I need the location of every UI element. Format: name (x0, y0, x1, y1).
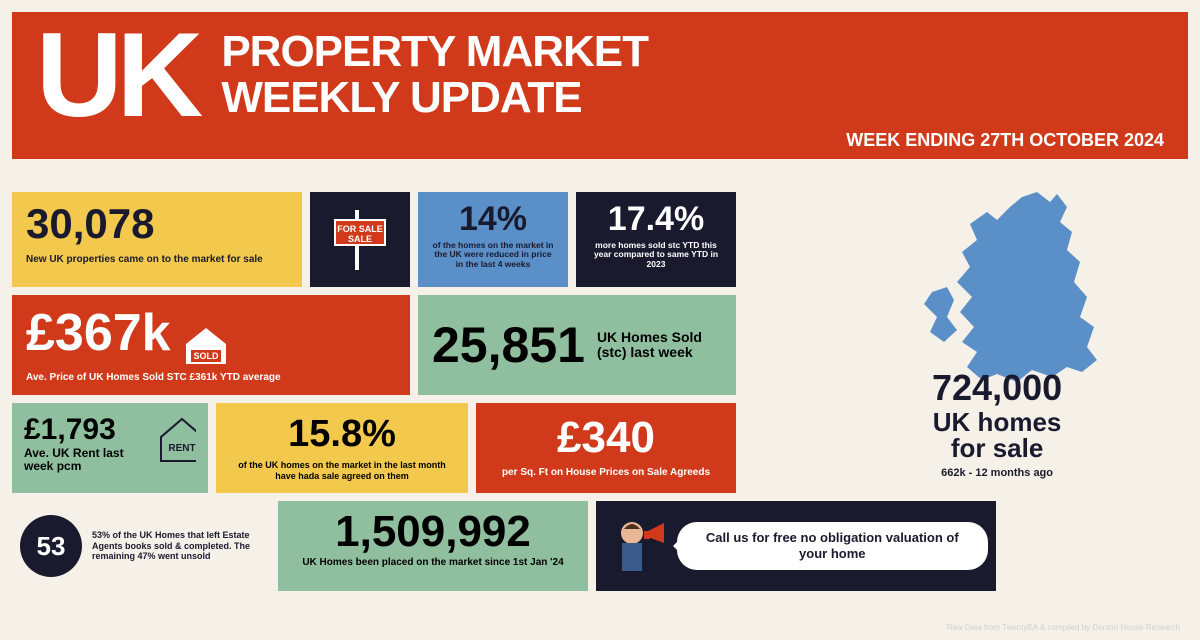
sold-stc-value: 25,851 (432, 316, 585, 374)
card-sold-stc: 25,851 UK Homes Sold (stc) last week (418, 295, 736, 395)
card-avg-rent: £1,793 Ave. UK Rent last week pcm RENT (12, 403, 208, 493)
avg-price-value: £367k (26, 303, 171, 363)
map-line2: for sale (932, 435, 1062, 461)
circle-53: 53 (20, 515, 82, 577)
more-sold-label: more homes sold stc YTD this year compar… (590, 241, 722, 269)
map-line1: UK homes (932, 409, 1062, 435)
svg-text:SOLD: SOLD (194, 351, 220, 361)
uk-logo: UK (36, 24, 197, 126)
sold-stc-label: UK Homes Sold (stc) last week (597, 330, 722, 361)
rent-label: Ave. UK Rent last week pcm (24, 447, 147, 473)
rent-value: £1,793 (24, 413, 147, 447)
reduced-label: of the homes on the market in the UK wer… (432, 241, 554, 269)
per-sqft-label: per Sq. Ft on House Prices on Sale Agree… (488, 467, 724, 478)
map-column: 724,000 UK homes for sale 662k - 12 mont… (752, 192, 1192, 492)
house-rent-icon: RENT (155, 413, 196, 467)
card-per-sqft: £340 per Sq. Ft on House Prices on Sale … (476, 403, 736, 493)
card-avg-price: £367k SOLD Ave. Price of UK Homes Sold S… (12, 295, 410, 395)
card-reduced-price: 14% of the homes on the market in the UK… (418, 192, 568, 287)
total-placed-value: 1,509,992 (290, 507, 576, 557)
total-placed-label: UK Homes been placed on the market since… (290, 557, 576, 568)
card-new-properties: 30,078 New UK properties came on to the … (12, 192, 302, 287)
title-line-2: WEEKLY UPDATE (221, 75, 648, 121)
per-sqft-value: £340 (488, 413, 724, 463)
svg-text:SALE: SALE (348, 234, 372, 244)
more-sold-value: 17.4% (590, 200, 722, 239)
sale-agreed-label: of the UK homes on the market in the las… (228, 460, 456, 482)
card-sale-agreed-pct: 15.8% of the UK homes on the market in t… (216, 403, 468, 493)
card-53pct: 53 53% of the UK Homes that left Estate … (12, 501, 270, 591)
card-call-us: Call us for free no obligation valuation… (596, 501, 996, 591)
sale-agreed-value: 15.8% (228, 413, 456, 456)
card-more-sold-ytd: 17.4% more homes sold stc YTD this year … (576, 192, 736, 287)
week-ending: WEEK ENDING 27TH OCTOBER 2024 (36, 130, 1164, 151)
card-total-placed: 1,509,992 UK Homes been placed on the ma… (278, 501, 588, 591)
house-sold-icon: SOLD (181, 324, 231, 368)
new-props-label: New UK properties came on to the market … (26, 254, 288, 265)
avg-price-label: Ave. Price of UK Homes Sold STC £361k YT… (26, 372, 396, 383)
header-banner: UK PROPERTY MARKET WEEKLY UPDATE WEEK EN… (12, 12, 1188, 159)
speech-bubble: Call us for free no obligation valuation… (677, 522, 988, 569)
card-for-sale-sign: FOR SALE SALE (310, 192, 410, 287)
map-compare: 662k - 12 months ago (932, 467, 1062, 479)
title-line-1: PROPERTY MARKET (221, 29, 648, 75)
reduced-value: 14% (432, 200, 554, 239)
for-sale-icon: FOR SALE SALE (325, 205, 395, 275)
pct53-label: 53% of the UK Homes that left Estate Age… (92, 530, 262, 562)
svg-text:FOR SALE: FOR SALE (337, 224, 383, 234)
person-megaphone-icon (604, 511, 665, 581)
svg-text:RENT: RENT (168, 443, 195, 454)
map-text: 724,000 UK homes for sale 662k - 12 mont… (932, 367, 1062, 479)
new-props-value: 30,078 (26, 200, 288, 248)
map-value: 724,000 (932, 367, 1062, 409)
